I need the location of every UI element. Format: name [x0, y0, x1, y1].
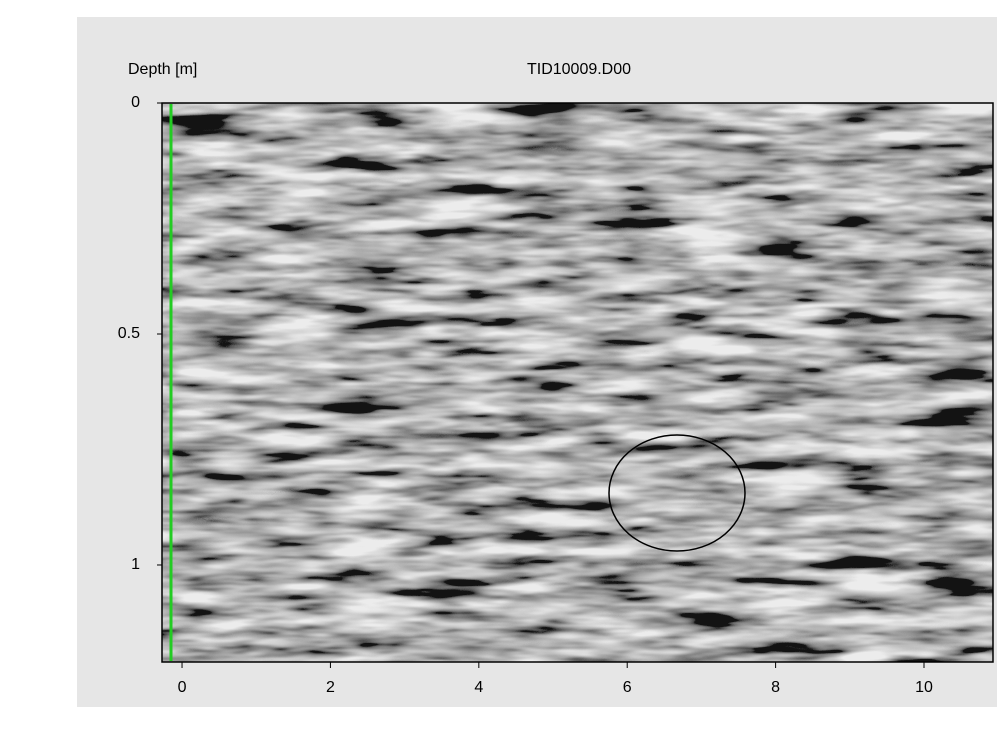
- plot-frame: [161, 102, 994, 663]
- annotation-ellipse: [608, 434, 746, 552]
- y-tick-label: 1: [131, 556, 140, 573]
- x-tick-label: 8: [771, 679, 780, 696]
- radargram: [162, 103, 993, 662]
- title: TID10009.D00: [527, 61, 631, 78]
- radargram-texture: [162, 103, 993, 662]
- y-tick-label: 0.5: [118, 325, 140, 342]
- x-tick-label: 10: [915, 679, 933, 696]
- y-axis-label: Depth [m]: [128, 61, 197, 78]
- x-tick-label: 4: [474, 679, 483, 696]
- y-tick-label: 0: [131, 94, 140, 111]
- x-tick-label: 6: [623, 679, 632, 696]
- axes: 00.510 2 4 6 8 10: [118, 94, 933, 696]
- x-tick-label: 0: [178, 679, 187, 696]
- x-tick-label: 2: [326, 679, 335, 696]
